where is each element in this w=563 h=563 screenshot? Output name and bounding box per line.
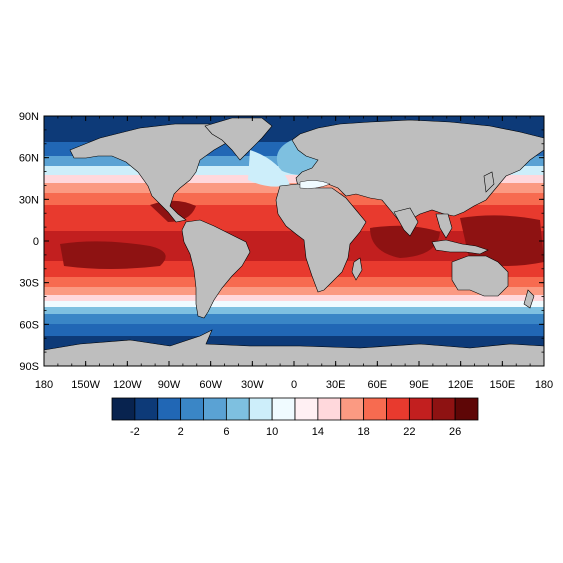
lat-label: 90N bbox=[19, 111, 39, 123]
antarctica-land bbox=[44, 329, 544, 366]
lat-label: 0 bbox=[33, 236, 39, 248]
lon-label: 180 bbox=[35, 379, 53, 391]
sst-band-south-subtropic bbox=[44, 287, 544, 295]
sst-band-tropical-south bbox=[44, 261, 544, 277]
colorbar-swatch bbox=[294, 397, 319, 421]
colorbar-swatch bbox=[431, 397, 456, 421]
colorbar-swatch bbox=[225, 397, 250, 421]
sst-band-south-temperate bbox=[44, 295, 544, 301]
lat-label: 60N bbox=[19, 153, 39, 165]
indonesia-land bbox=[431, 239, 489, 255]
sst-band-antarctic-front bbox=[44, 324, 544, 336]
sst-warm-pool-indian-ocean bbox=[370, 225, 440, 258]
lon-label: 180 bbox=[535, 379, 553, 391]
colorbar-label: 6 bbox=[223, 426, 229, 438]
colorbar-label: 26 bbox=[449, 426, 461, 438]
colorbar-swatch bbox=[180, 397, 204, 421]
colorbar-swatch bbox=[134, 397, 159, 421]
colorbar-swatch bbox=[386, 397, 410, 421]
land-masses bbox=[44, 117, 544, 366]
colorbar-swatch bbox=[111, 397, 136, 421]
colorbar-swatch bbox=[203, 397, 227, 421]
lon-label: 90W bbox=[158, 379, 181, 391]
sst-band-south-tropic bbox=[44, 277, 544, 287]
lon-label: 150E bbox=[489, 379, 515, 391]
lon-label: 150W bbox=[71, 379, 100, 391]
australia-land bbox=[451, 255, 509, 297]
colorbar: -2 2 6 10 14 18 22 26 bbox=[111, 397, 479, 438]
colorbar-label: 18 bbox=[358, 426, 370, 438]
madagascar-land bbox=[351, 257, 363, 281]
lat-label: 60S bbox=[19, 319, 39, 331]
lat-label: 30N bbox=[19, 194, 39, 206]
colorbar-swatch bbox=[340, 397, 365, 421]
colorbar-swatch bbox=[271, 397, 296, 421]
colorbar-swatch bbox=[363, 397, 387, 421]
lon-label: 60W bbox=[199, 379, 222, 391]
sst-band-south-mild bbox=[44, 301, 544, 307]
lon-label: 30E bbox=[326, 379, 346, 391]
colorbar-label: -2 bbox=[130, 426, 140, 438]
europe-asia-land bbox=[291, 119, 544, 223]
sst-north-atlantic-drift bbox=[248, 150, 290, 187]
lat-label: 30S bbox=[19, 278, 39, 290]
lon-label: 120E bbox=[448, 379, 474, 391]
india-land bbox=[393, 207, 419, 237]
southeast-asia-land bbox=[435, 213, 453, 239]
lon-label: 90E bbox=[409, 379, 429, 391]
lon-label: 120W bbox=[113, 379, 142, 391]
lon-label: 0 bbox=[291, 379, 297, 391]
colorbar-label: 22 bbox=[403, 426, 415, 438]
lon-label: 60E bbox=[368, 379, 388, 391]
colorbar-label: 10 bbox=[266, 426, 278, 438]
colorbar-swatch bbox=[157, 397, 182, 421]
sst-warm-pool-central-pacific bbox=[60, 241, 166, 269]
colorbar-swatch bbox=[248, 397, 273, 421]
africa-land bbox=[275, 183, 367, 293]
mediterranean-sea bbox=[299, 180, 331, 189]
new-zealand-land bbox=[523, 289, 535, 309]
colorbar-swatch bbox=[317, 397, 342, 421]
sst-band-south-cool bbox=[44, 307, 544, 314]
axis-ticks: 90N 60N 30N 0 30S 60S 90S 180 150W 120W 90W 60W 30W 0… bbox=[19, 111, 553, 391]
sst-band-north-temperate bbox=[44, 175, 544, 183]
colorbar-swatch bbox=[408, 397, 433, 421]
sst-band-southern-ocean bbox=[44, 314, 544, 324]
colorbar-swatch bbox=[454, 397, 479, 421]
japan-land bbox=[483, 171, 495, 193]
lat-label: 90S bbox=[19, 361, 39, 373]
colorbar-label: 14 bbox=[312, 426, 324, 438]
south-america-land bbox=[181, 219, 251, 319]
lon-label: 30W bbox=[241, 379, 264, 391]
colorbar-label: 2 bbox=[178, 426, 184, 438]
